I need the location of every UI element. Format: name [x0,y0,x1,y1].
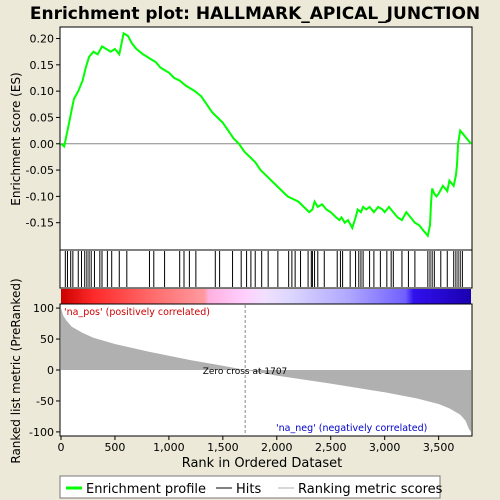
es-y-tick-label: 0.20 [30,33,55,46]
enrichment-profile-line [60,31,472,239]
es-panel-frame [59,26,473,251]
rank-color-gradient [61,289,471,304]
es-y-axis-label: Enrichment score (ES) [9,72,23,205]
legend-ranking-metric-label: Ranking metric scores [298,482,443,497]
negative-correlation-label: 'na_neg' (negatively correlated) [276,423,427,434]
es-y-tick-label: 0.10 [30,85,55,98]
hits-panel-frame [59,249,473,289]
x-axis-label: Rank in Ordered Dataset [182,456,343,471]
zero-cross-label: Zero cross at 1707 [203,367,288,377]
legend-hits-label: Hits [236,482,261,497]
metric-panel: Zero cross at 1707 'na_pos' (positively … [9,278,473,471]
metric-x-axis: 0 500 1,000 1,500 2,000 2,500 3,000 3,500 [58,436,455,454]
hits-panel [59,249,473,289]
metric-y-tick-label: 100 [33,302,54,315]
es-y-tick-label: 0.00 [30,138,55,151]
x-tick-label: 500 [104,441,125,454]
legend-box [59,475,441,499]
metric-y-axis-label: Ranked list metric (PreRanked) [9,278,23,463]
x-tick-label: 0 [58,441,65,454]
es-y-tick-label: 0.05 [30,111,55,124]
es-y-tick-label: 0.15 [30,59,55,72]
x-tick-label: 2,000 [261,441,293,454]
es-y-tick-label: -0.05 [26,164,54,177]
es-y-tick-label: -0.10 [26,190,54,203]
es-y-axis: 0.20 0.15 0.10 0.05 0.00 -0.05 -0.10 -0.15 [26,33,60,230]
legend-enrichment-profile-label: Enrichment profile [86,482,206,497]
x-tick-label: 1,500 [207,441,239,454]
metric-y-tick-label: -100 [29,426,54,439]
metric-y-tick-label: 50 [40,333,54,346]
x-tick-label: 3,000 [369,441,401,454]
metric-y-tick-label: 0 [47,364,54,377]
chart-title: Enrichment plot: HALLMARK_APICAL_JUNCTIO… [30,4,480,24]
metric-y-axis: 100 50 0 -50 -100 [29,302,60,439]
x-tick-label: 1,000 [153,441,185,454]
ranking-metric-area [61,308,471,432]
positive-correlation-label: 'na_pos' (positively correlated) [64,307,210,318]
legend: Enrichment profile Hits Ranking metric s… [59,475,443,499]
hit-markers [64,251,463,287]
x-tick-label: 2,500 [315,441,347,454]
x-tick-label: 3,500 [423,441,455,454]
metric-y-tick-label: -50 [36,395,54,408]
es-y-tick-label: -0.15 [26,217,54,230]
rank-color-bar [61,289,471,304]
es-panel: 0.20 0.15 0.10 0.05 0.00 -0.05 -0.10 -0.15 Enri… [9,26,473,251]
